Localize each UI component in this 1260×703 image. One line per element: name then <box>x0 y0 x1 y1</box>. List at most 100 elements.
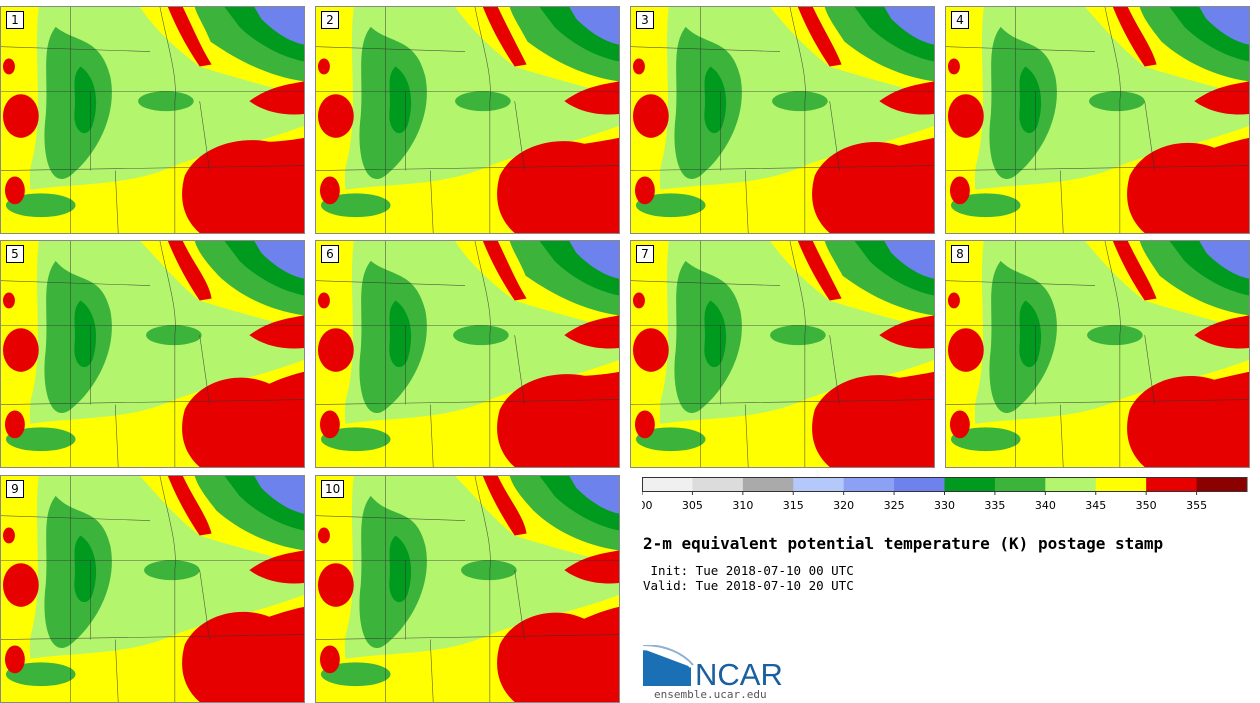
theta-e-350-region <box>317 563 354 607</box>
member-label: 2 <box>321 11 339 29</box>
colorbar-swatch <box>1146 477 1198 492</box>
colorbar-swatch <box>1095 477 1147 492</box>
theta-e-350-region <box>797 7 842 67</box>
colorbar-tick-label: 300 <box>642 499 653 512</box>
colorbar-tick-label: 350 <box>1136 499 1157 512</box>
member-panel-2[interactable]: 2 <box>315 6 620 234</box>
theta-e-350-region <box>249 315 304 349</box>
member-panel-10[interactable]: 10 <box>315 475 620 703</box>
colorbar-tick-label: 325 <box>884 499 905 512</box>
theta-e-350-region <box>2 94 39 138</box>
member-panel-9[interactable]: 9 <box>0 475 305 703</box>
member-label: 10 <box>321 480 345 498</box>
theta-e-350-region <box>564 81 619 115</box>
theta-e-350-region <box>167 476 212 536</box>
member-panel-3[interactable]: 3 <box>630 6 935 234</box>
colorbar-swatch <box>944 477 996 492</box>
colorbar-tick-label: 305 <box>682 499 703 512</box>
member-panel-6[interactable]: 6 <box>315 240 620 468</box>
theta-e-350-region <box>2 563 39 607</box>
theta-e-350-region <box>182 371 304 467</box>
theta-e-350-region <box>497 371 619 467</box>
theta-e-350-region <box>812 137 934 233</box>
theta-e-350-region <box>482 476 527 536</box>
colorbar-swatch <box>894 477 945 492</box>
theta-e-350-region <box>317 94 354 138</box>
colorbar-swatch <box>742 477 794 492</box>
member-panel-7[interactable]: 7 <box>630 240 935 468</box>
member-panel-8[interactable]: 8 <box>945 240 1250 468</box>
theta-e-350-region <box>797 241 842 301</box>
theta-e-350-region <box>1112 7 1157 67</box>
theta-e-325-region <box>1199 241 1249 279</box>
member-label: 8 <box>951 245 969 263</box>
theta-e-350-region <box>2 328 39 372</box>
theta-e-335-region <box>950 193 1021 218</box>
theta-e-335-region <box>5 427 76 452</box>
colorbar-swatch <box>1045 477 1097 492</box>
state-borders <box>631 7 934 233</box>
theta-e-350-region <box>4 410 25 439</box>
theta-e-350-region <box>632 94 669 138</box>
member-panel-5[interactable]: 5 <box>0 240 305 468</box>
theta-e-335-region <box>320 662 391 687</box>
state-borders <box>1 476 304 702</box>
colorbar-swatch <box>793 477 845 492</box>
theta-e-335-region <box>5 662 76 687</box>
state-borders <box>946 241 1249 467</box>
theta-e-325-region <box>884 241 934 279</box>
theta-e-350-region <box>947 328 984 372</box>
theta-e-335-region <box>453 325 509 346</box>
theta-e-335-region <box>455 91 511 112</box>
theta-e-335-region <box>950 427 1021 452</box>
member-label: 5 <box>6 245 24 263</box>
theta-e-350-region <box>947 58 960 75</box>
colorbar-swatch <box>994 477 1046 492</box>
theta-e-350-region <box>2 58 15 75</box>
theta-e-350-region <box>1112 241 1157 301</box>
theta-e-325-region <box>254 241 304 279</box>
theta-e-350-region <box>4 645 25 674</box>
theta-e-325-region <box>1199 7 1249 45</box>
map-graphic <box>1 7 304 233</box>
theta-e-350-region <box>947 292 960 309</box>
theta-e-325-region <box>569 476 619 514</box>
theta-e-350-region <box>482 241 527 301</box>
theta-e-350-region <box>949 176 970 205</box>
colorbar-legend: 300 305 310 315 320 325 330 335 340 345 350 355 <box>642 477 1248 517</box>
theta-e-335-region <box>770 325 826 346</box>
theta-e-350-region <box>949 410 970 439</box>
map-graphic <box>631 7 934 233</box>
theta-e-350-region <box>632 328 669 372</box>
theta-e-335-region <box>772 91 828 112</box>
theta-e-325-region <box>569 241 619 279</box>
colorbar-tick-label: 330 <box>934 499 955 512</box>
colorbar-tick-label: 335 <box>984 499 1005 512</box>
theta-e-350-region <box>497 137 619 233</box>
colorbar-tick-label: 315 <box>783 499 804 512</box>
theta-e-325-region <box>884 7 934 45</box>
theta-e-350-region <box>167 7 212 67</box>
theta-e-350-region <box>879 81 934 115</box>
map-graphic <box>1 476 304 702</box>
member-panel-4[interactable]: 4 <box>945 6 1250 234</box>
map-graphic <box>316 241 619 467</box>
colorbar-tick-label: 345 <box>1085 499 1106 512</box>
map-graphic <box>946 7 1249 233</box>
init-time: Init: Tue 2018-07-10 00 UTC <box>643 563 854 578</box>
state-borders <box>1 241 304 467</box>
colorbar-tick-label: 310 <box>732 499 753 512</box>
theta-e-335-region <box>1089 91 1145 112</box>
colorbar-tick-label: 340 <box>1035 499 1056 512</box>
member-label: 9 <box>6 480 24 498</box>
member-panel-1[interactable]: 1 <box>0 6 305 234</box>
state-borders <box>316 7 619 233</box>
colorbar-swatch <box>642 477 693 492</box>
state-borders <box>316 241 619 467</box>
map-graphic <box>316 7 619 233</box>
logo-url: ensemble.ucar.edu <box>654 688 767 701</box>
ncar-logo: NCAR <box>642 644 803 703</box>
theta-e-335-region <box>635 427 706 452</box>
valid-time: Valid: Tue 2018-07-10 20 UTC <box>643 578 854 593</box>
theta-e-350-region <box>634 410 655 439</box>
